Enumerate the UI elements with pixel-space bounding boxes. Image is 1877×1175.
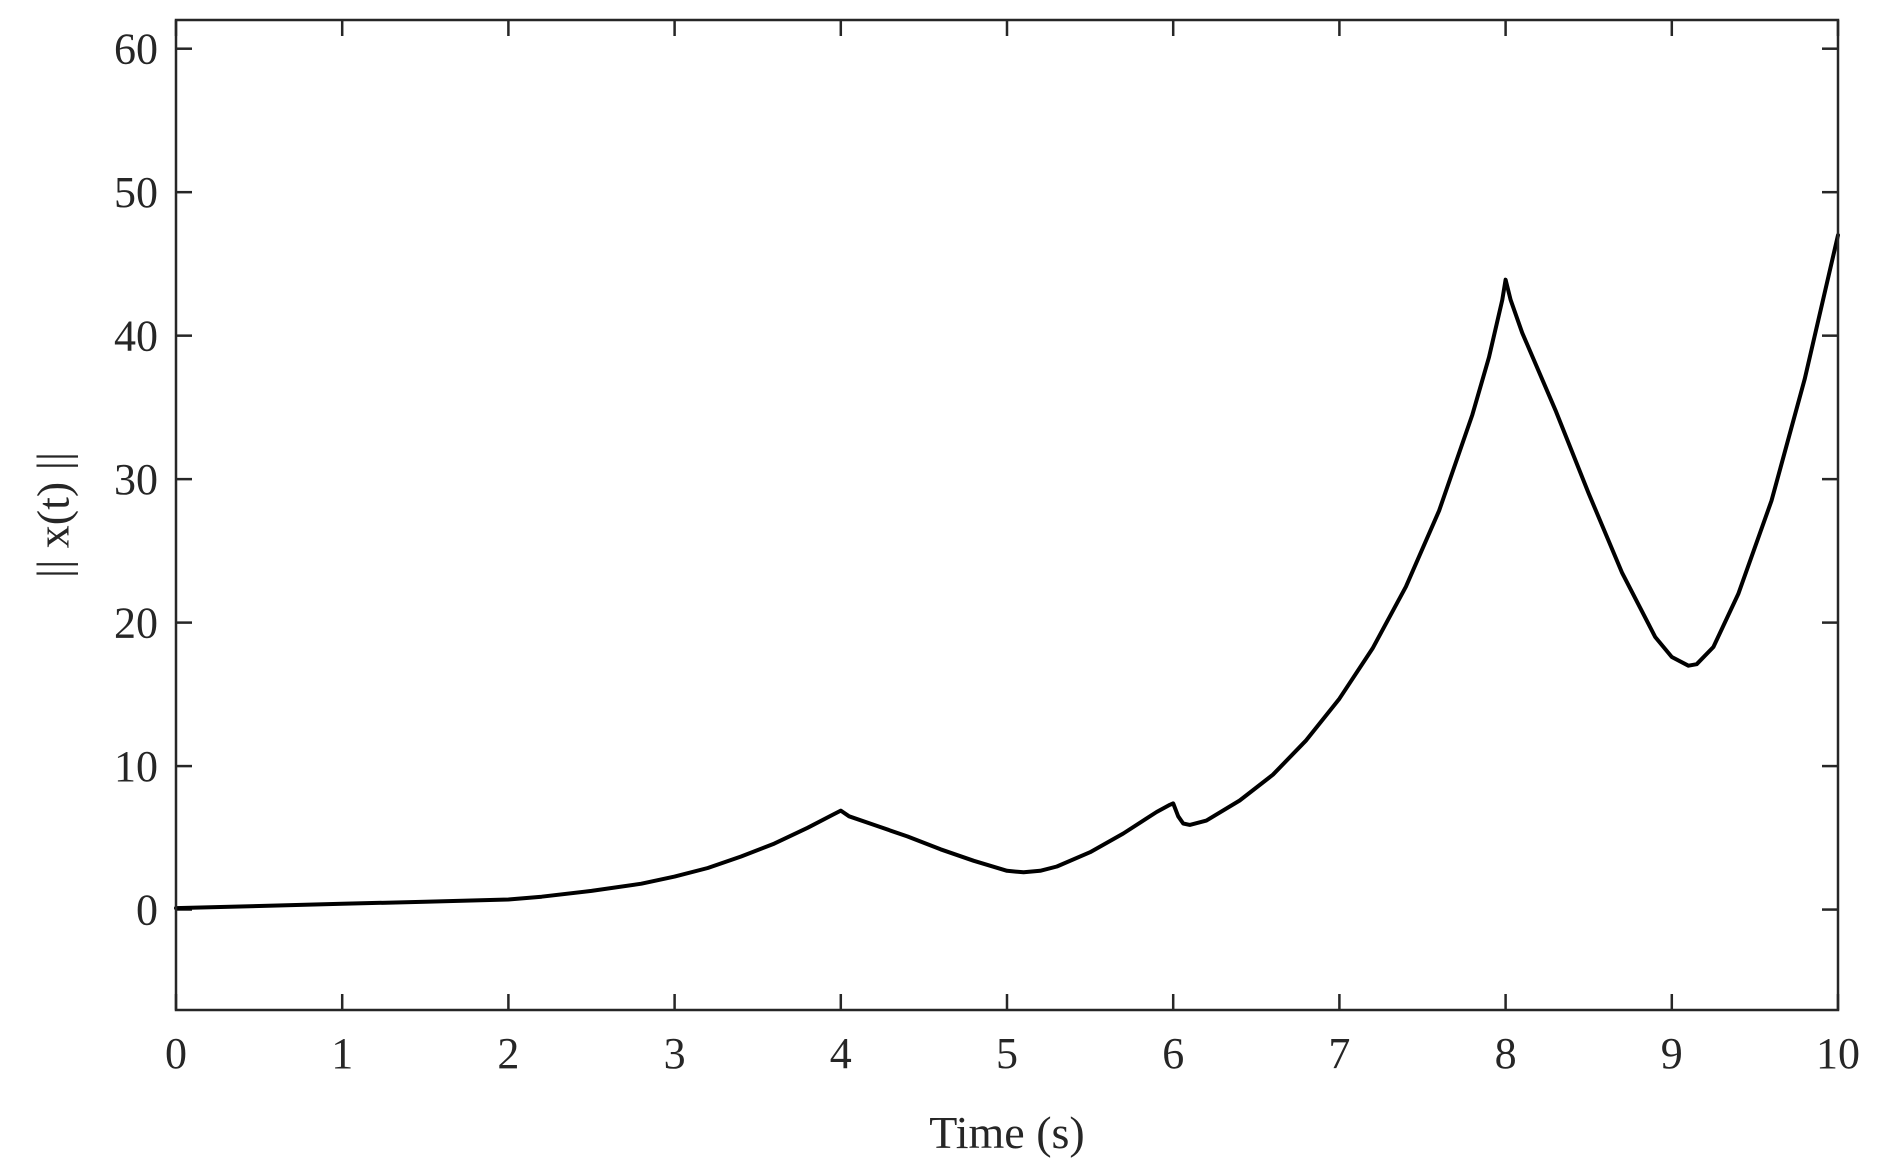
x-tick-label: 7 xyxy=(1328,1029,1350,1078)
x-tick-label: 5 xyxy=(996,1029,1018,1078)
y-tick-label: 10 xyxy=(114,742,158,791)
y-axis-tick-labels: 0 10 20 30 40 50 60 xyxy=(114,25,158,935)
x-tick-label: 3 xyxy=(664,1029,686,1078)
axis-ticks xyxy=(174,20,1840,1010)
x-tick-label: 9 xyxy=(1661,1029,1683,1078)
x-axis-label: Time (s) xyxy=(929,1107,1085,1158)
y-tick-label: 60 xyxy=(114,25,158,74)
x-tick-label: 4 xyxy=(830,1029,852,1078)
y-tick-label: 40 xyxy=(114,312,158,361)
y-axis-label: || x(t) || xyxy=(28,452,79,578)
x-tick-label: 6 xyxy=(1162,1029,1184,1078)
x-tick-label: 2 xyxy=(497,1029,519,1078)
y-tick-label: 20 xyxy=(114,599,158,648)
series-line xyxy=(174,233,1840,911)
x-tick-label: 1 xyxy=(331,1029,353,1078)
y-tick-label: 50 xyxy=(114,168,158,217)
y-tick-label: 30 xyxy=(114,455,158,504)
y-tick-label: 0 xyxy=(136,886,158,935)
plot-area-frame xyxy=(174,18,1840,1012)
x-tick-label: 8 xyxy=(1495,1029,1517,1078)
x-axis-tick-labels: 0 1 2 3 4 5 6 7 8 9 10 xyxy=(165,1029,1860,1078)
x-tick-label: 0 xyxy=(165,1029,187,1078)
x-tick-label: 10 xyxy=(1816,1029,1860,1078)
line-series xyxy=(174,233,1840,911)
